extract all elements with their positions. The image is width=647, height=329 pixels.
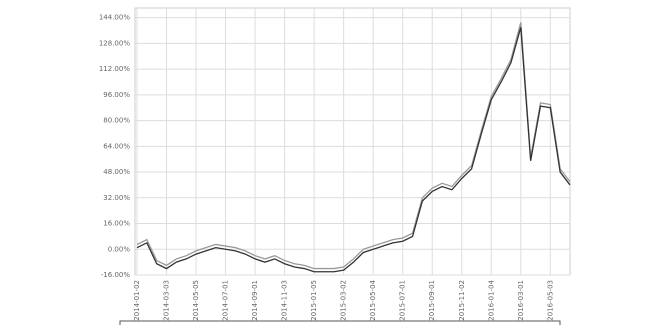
y-tick-label: 144.00% [99, 14, 130, 22]
x-tick-label: 2014-05-05 [192, 280, 200, 321]
y-tick-label: 80.00% [103, 117, 130, 125]
y-tick-label: 96.00% [103, 91, 130, 99]
x-tick-label: 2015-05-04 [369, 279, 377, 320]
x-tick-label: 2016-03-01 [517, 280, 525, 321]
x-tick-label: 2015-07-01 [399, 280, 407, 321]
x-tick-label: 2014-01-02 [133, 280, 141, 321]
y-tick-label: -16.00% [101, 271, 131, 279]
x-tick-label: 2015-01-05 [310, 280, 318, 321]
x-tick-label: 2014-11-03 [281, 280, 289, 321]
x-tick-label: 2015-11-02 [458, 280, 466, 321]
y-tick-label: 64.00% [103, 142, 130, 150]
y-tick-label: 48.00% [103, 168, 130, 176]
y-tick-label: 0.00% [108, 245, 131, 253]
x-tick-label: 2016-05-03 [546, 280, 554, 321]
x-tick-label: 2014-09-01 [251, 280, 259, 321]
x-tick-label: 2015-03-02 [340, 280, 348, 321]
x-tick-label: 2016-01-04 [487, 279, 495, 320]
y-tick-label: 128.00% [99, 39, 130, 47]
x-tick-label: 2014-03-03 [163, 280, 171, 321]
series-line [136, 22, 571, 270]
y-tick-label: 32.00% [103, 194, 130, 202]
plot-frame [134, 7, 571, 276]
x-tick-label: 2014-07-01 [222, 280, 230, 321]
y-tick-label: 16.00% [103, 220, 130, 228]
y-tick-label: 112.00% [99, 65, 130, 73]
x-tick-label: 2015-09-01 [428, 280, 436, 321]
series-line [136, 27, 571, 273]
